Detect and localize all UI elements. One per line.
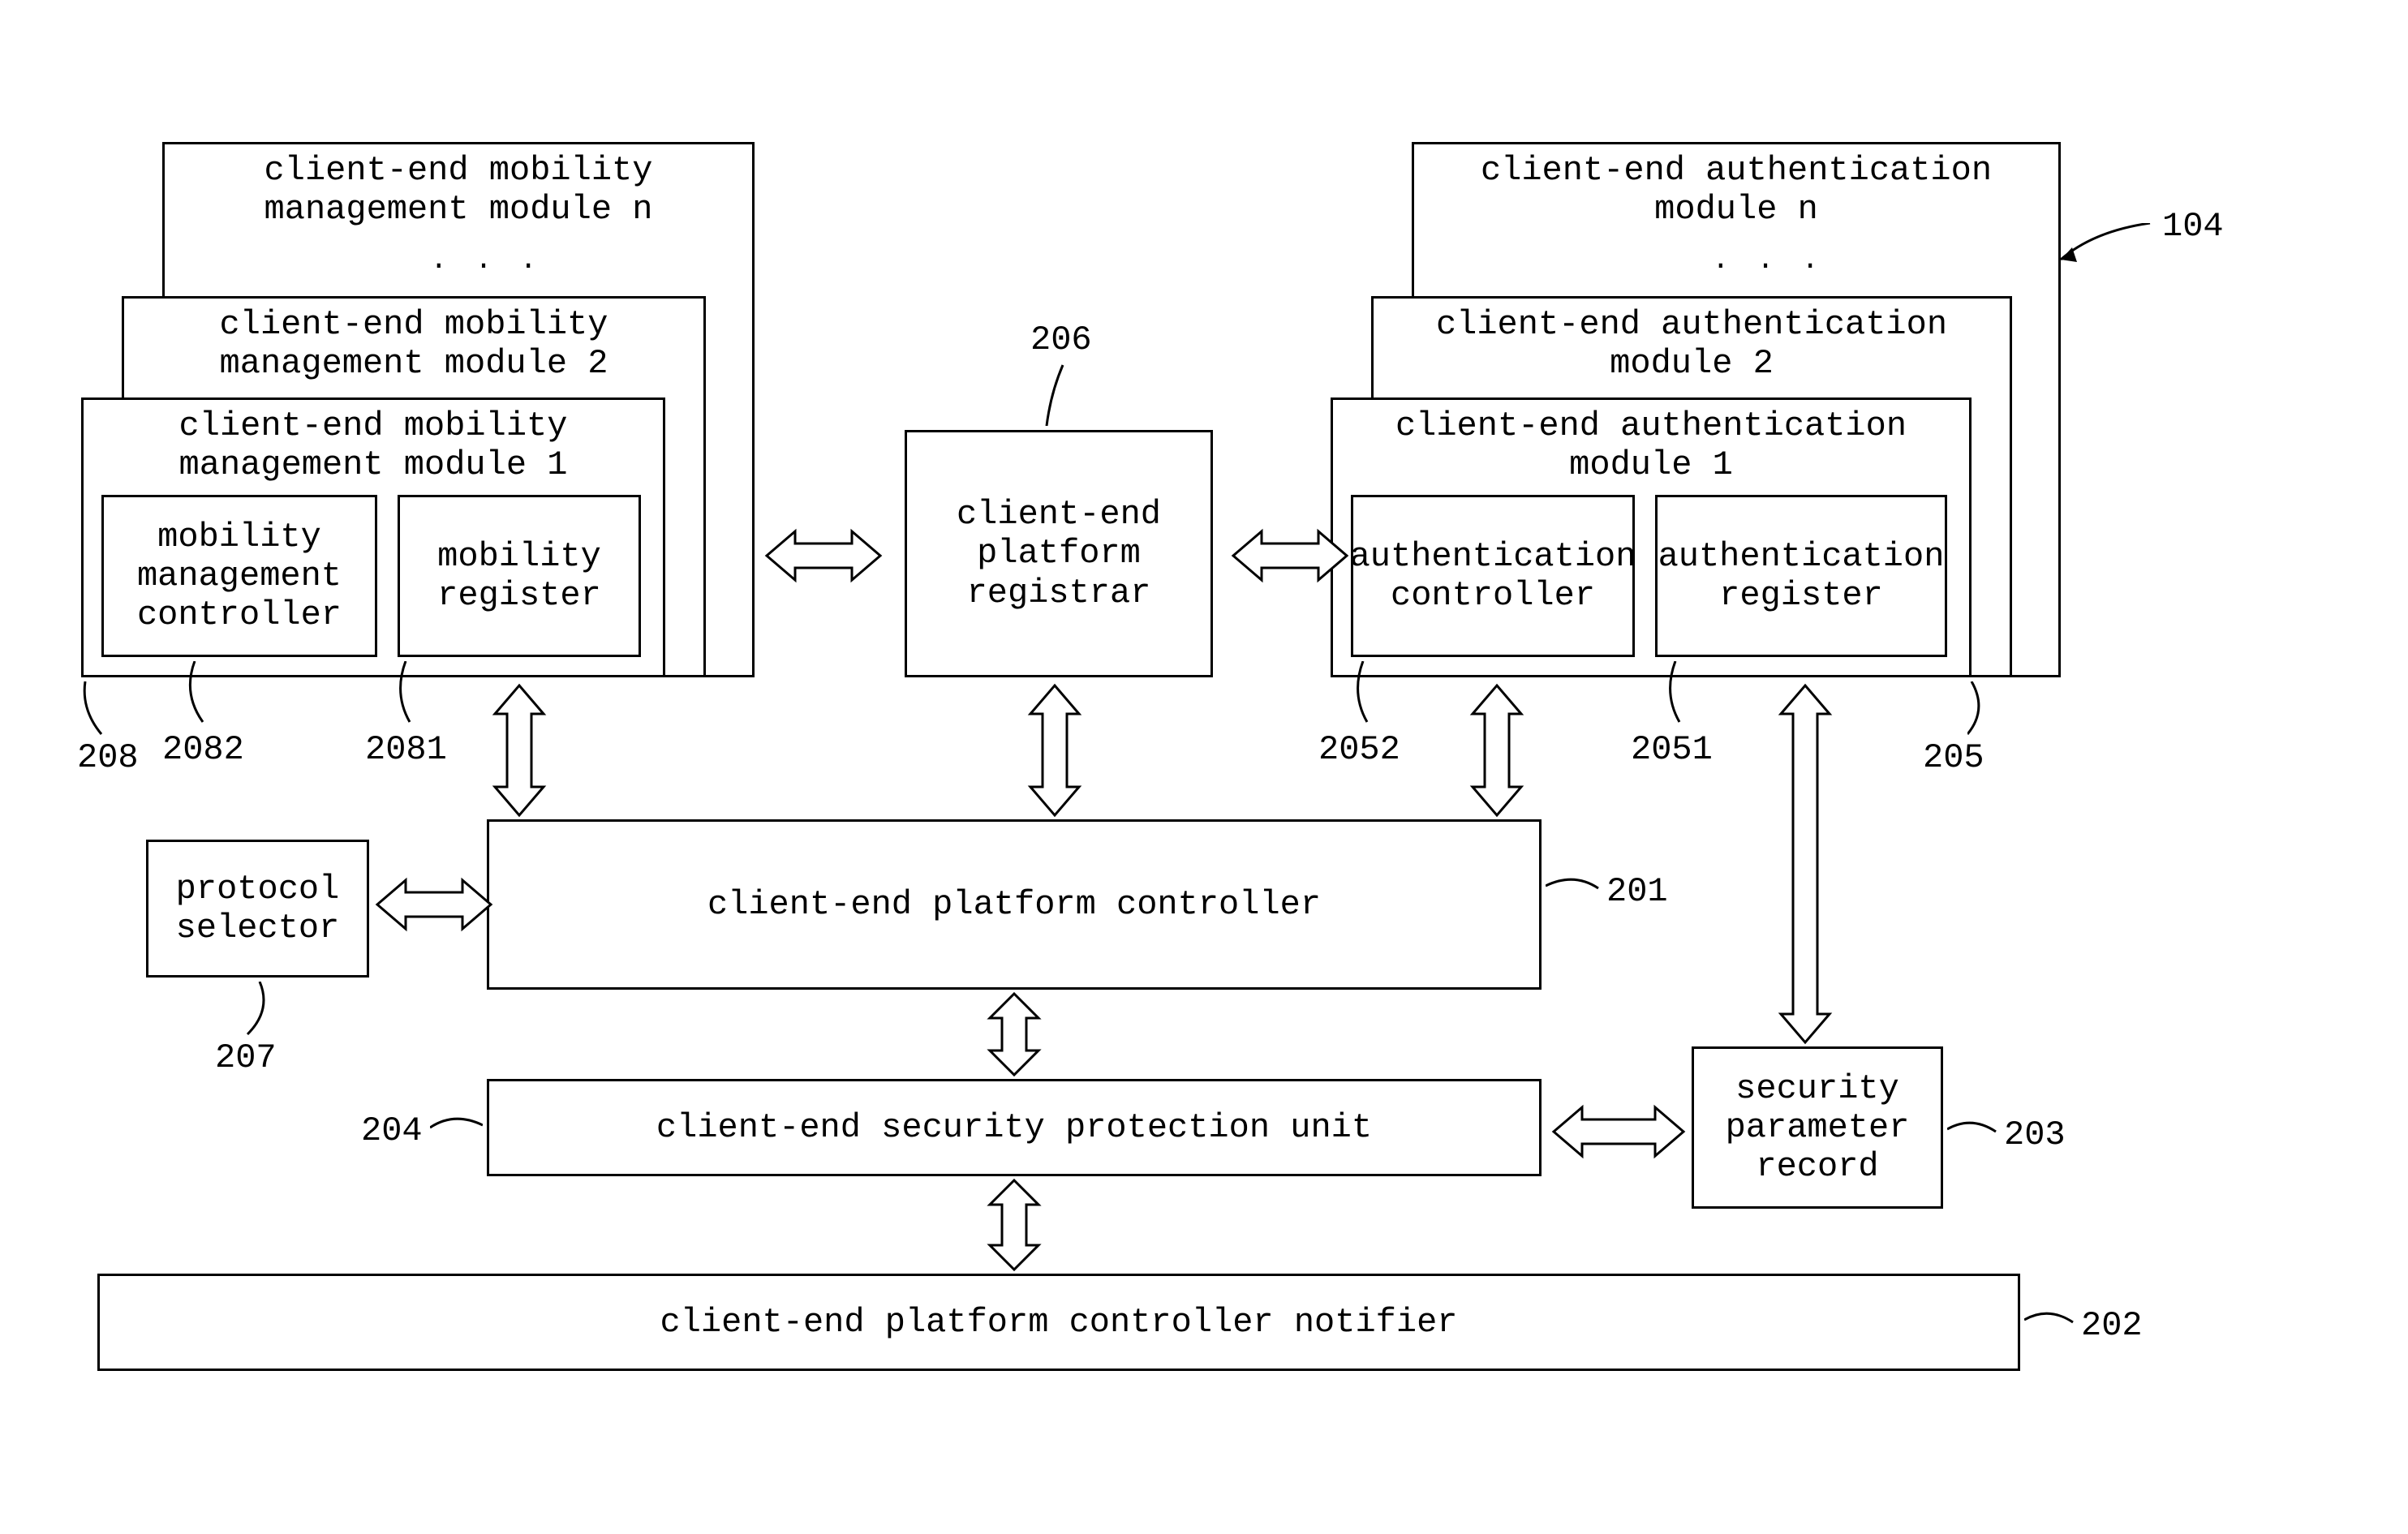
arrow-mobreg-to-platformctrl	[491, 685, 548, 815]
platform-controller-box: client-end platform controller	[487, 819, 1542, 990]
mobility-controller-box: mobility management controller	[101, 495, 377, 657]
ref-201: 201	[1606, 872, 1668, 911]
auth-module-n-label: client-end authentication module n	[1481, 151, 1992, 230]
leader-204	[430, 1115, 483, 1136]
leader-206	[1038, 361, 1071, 426]
platform-registrar-label: client-end platform registrar	[957, 495, 1161, 612]
mobility-controller-label: mobility management controller	[137, 518, 342, 635]
security-unit-box: client-end security protection unit	[487, 1079, 1542, 1176]
arrow-secunit-to-notifier	[986, 1180, 1043, 1270]
protocol-selector-label: protocol selector	[176, 870, 340, 948]
leader-203	[1947, 1119, 2000, 1140]
mobility-module-n-label: client-end mobility management module n	[264, 151, 653, 230]
leader-205	[1967, 681, 2000, 738]
arrow-authctrl-to-platformctrl	[1468, 685, 1525, 815]
leader-2051	[1667, 661, 1692, 726]
ref-2052: 2052	[1318, 730, 1400, 769]
arrow-mob-to-registrar	[767, 527, 880, 584]
auth-dots: . . .	[1712, 243, 1824, 277]
security-param-label: security parameter record	[1726, 1069, 1910, 1187]
ref-207: 207	[215, 1038, 277, 1077]
ref-204: 204	[361, 1111, 423, 1150]
leader-104	[2061, 223, 2158, 264]
ref-206: 206	[1030, 320, 1092, 359]
notifier-box: client-end platform controller notifier	[97, 1274, 2020, 1371]
arrow-protosel-to-platformctrl	[377, 876, 491, 933]
arrow-registrar-to-platformctrl	[1026, 685, 1083, 815]
platform-controller-label: client-end platform controller	[707, 885, 1321, 924]
leader-208	[81, 681, 105, 738]
mobility-module-2-label: client-end mobility management module 2	[220, 305, 608, 384]
leader-2052	[1355, 661, 1379, 726]
ref-202: 202	[2081, 1306, 2143, 1345]
arrow-registrar-to-auth	[1233, 527, 1347, 584]
leader-201	[1546, 876, 1602, 896]
leader-207	[243, 982, 276, 1038]
arrow-secunit-to-secparam	[1554, 1103, 1683, 1160]
ref-203: 203	[2004, 1115, 2066, 1154]
auth-controller-label: authentication controller	[1350, 537, 1636, 616]
arrow-authreg-to-secparam	[1777, 685, 1834, 1042]
leader-2081	[398, 661, 422, 726]
mobility-register-box: mobility register	[398, 495, 641, 657]
auth-controller-box: authentication controller	[1351, 495, 1635, 657]
mobility-dots: . . .	[430, 243, 542, 277]
ref-205: 205	[1923, 738, 1984, 777]
ref-2051: 2051	[1631, 730, 1713, 769]
security-unit-label: client-end security protection unit	[656, 1108, 1372, 1147]
ref-2081: 2081	[365, 730, 447, 769]
auth-register-box: authentication register	[1655, 495, 1947, 657]
ref-104: 104	[2162, 207, 2224, 246]
notifier-label: client-end platform controller notifier	[660, 1303, 1458, 1342]
ref-208: 208	[77, 738, 139, 777]
leader-202	[2024, 1310, 2077, 1330]
auth-register-label: authentication register	[1658, 537, 1945, 616]
auth-module-2-label: client-end authentication module 2	[1436, 305, 1947, 384]
protocol-selector-box: protocol selector	[146, 840, 369, 978]
arrow-platformctrl-to-secunit	[986, 994, 1043, 1075]
ref-2082: 2082	[162, 730, 244, 769]
auth-module-1-label: client-end authentication module 1	[1395, 406, 1907, 485]
security-param-box: security parameter record	[1692, 1046, 1943, 1209]
mobility-register-label: mobility register	[437, 537, 601, 616]
platform-registrar-box: client-end platform registrar	[905, 430, 1213, 677]
mobility-module-1-label: client-end mobility management module 1	[179, 406, 568, 485]
leader-2082	[187, 661, 211, 726]
